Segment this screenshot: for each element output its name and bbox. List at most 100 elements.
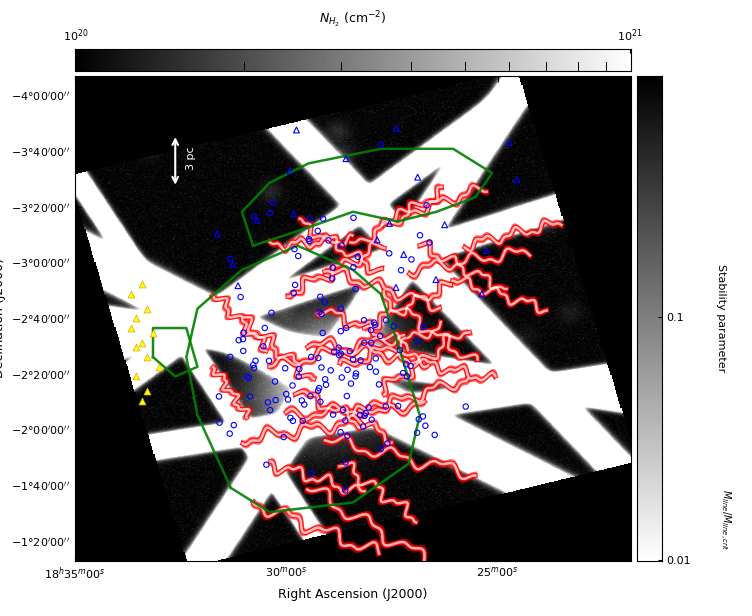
Point [293, 371, 305, 381]
Point [405, 254, 417, 264]
Point [438, 220, 450, 230]
Point [335, 326, 347, 336]
Point [130, 371, 142, 381]
Point [420, 200, 432, 210]
Point [420, 421, 432, 431]
Point [304, 236, 316, 246]
Point [394, 345, 406, 355]
Point [365, 325, 377, 335]
Point [141, 386, 153, 396]
Point [264, 405, 276, 415]
Point [280, 389, 293, 399]
Point [305, 352, 317, 362]
Point [341, 391, 353, 401]
Point [238, 328, 250, 338]
Point [430, 275, 442, 285]
Point [384, 219, 396, 229]
Point [257, 341, 269, 351]
Point [259, 323, 271, 333]
Point [336, 373, 348, 383]
Point [417, 411, 429, 421]
Point [411, 428, 423, 437]
Point [284, 166, 296, 176]
Point [411, 336, 423, 346]
Point [293, 251, 305, 261]
Point [347, 213, 359, 223]
Point [380, 315, 392, 325]
Point [325, 365, 337, 375]
Y-axis label: Stability parameter: Stability parameter [716, 264, 726, 373]
Point [136, 280, 148, 290]
Point [352, 252, 364, 262]
Point [332, 342, 344, 352]
Point [314, 397, 326, 407]
Point [263, 356, 275, 366]
Point [371, 235, 383, 245]
Point [411, 172, 423, 182]
Point [299, 400, 311, 410]
Point [395, 265, 407, 275]
Point [214, 418, 226, 428]
Text: 3 pc: 3 pc [186, 147, 196, 170]
Point [374, 444, 387, 454]
Point [267, 198, 279, 208]
Point [141, 304, 153, 314]
Point [413, 415, 425, 424]
Point [224, 352, 236, 362]
Point [347, 355, 359, 365]
Point [344, 346, 356, 356]
Point [314, 307, 326, 317]
Point [264, 208, 276, 218]
Point [247, 211, 259, 221]
Point [350, 371, 362, 381]
Point [314, 292, 326, 302]
X-axis label: Right Ascension (J2000): Right Ascension (J2000) [278, 588, 428, 601]
Point [359, 408, 371, 418]
Point [339, 485, 351, 495]
Point [400, 359, 412, 369]
Point [374, 140, 387, 150]
Point [228, 420, 240, 430]
Point [355, 355, 367, 365]
Point [327, 410, 339, 419]
Point [398, 249, 410, 259]
Point [397, 368, 409, 378]
Point [326, 274, 338, 283]
Point [262, 397, 274, 407]
Point [287, 381, 299, 391]
Point [296, 395, 308, 405]
Point [345, 379, 357, 389]
Point [277, 432, 290, 442]
Point [296, 416, 308, 426]
Point [250, 356, 262, 366]
Point [317, 214, 329, 224]
Point [303, 234, 315, 244]
Point [287, 416, 299, 426]
Point [340, 323, 352, 333]
Point [289, 280, 301, 290]
Point [237, 334, 249, 344]
Point [305, 391, 317, 401]
Point [341, 365, 353, 375]
Point [317, 328, 329, 338]
Point [328, 347, 340, 357]
Point [316, 309, 328, 319]
Point [293, 364, 305, 374]
Point [248, 363, 260, 373]
Point [335, 304, 347, 314]
Point [339, 416, 351, 426]
Point [381, 439, 393, 448]
Point [354, 410, 366, 420]
Point [340, 153, 352, 163]
Point [401, 371, 413, 381]
Point [370, 367, 382, 376]
Point [327, 262, 339, 272]
Point [247, 360, 259, 370]
Point [414, 230, 426, 240]
Point [284, 413, 296, 423]
Point [282, 395, 294, 405]
Point [392, 401, 404, 411]
Point [335, 241, 347, 251]
Point [270, 395, 282, 405]
Point [374, 331, 387, 341]
